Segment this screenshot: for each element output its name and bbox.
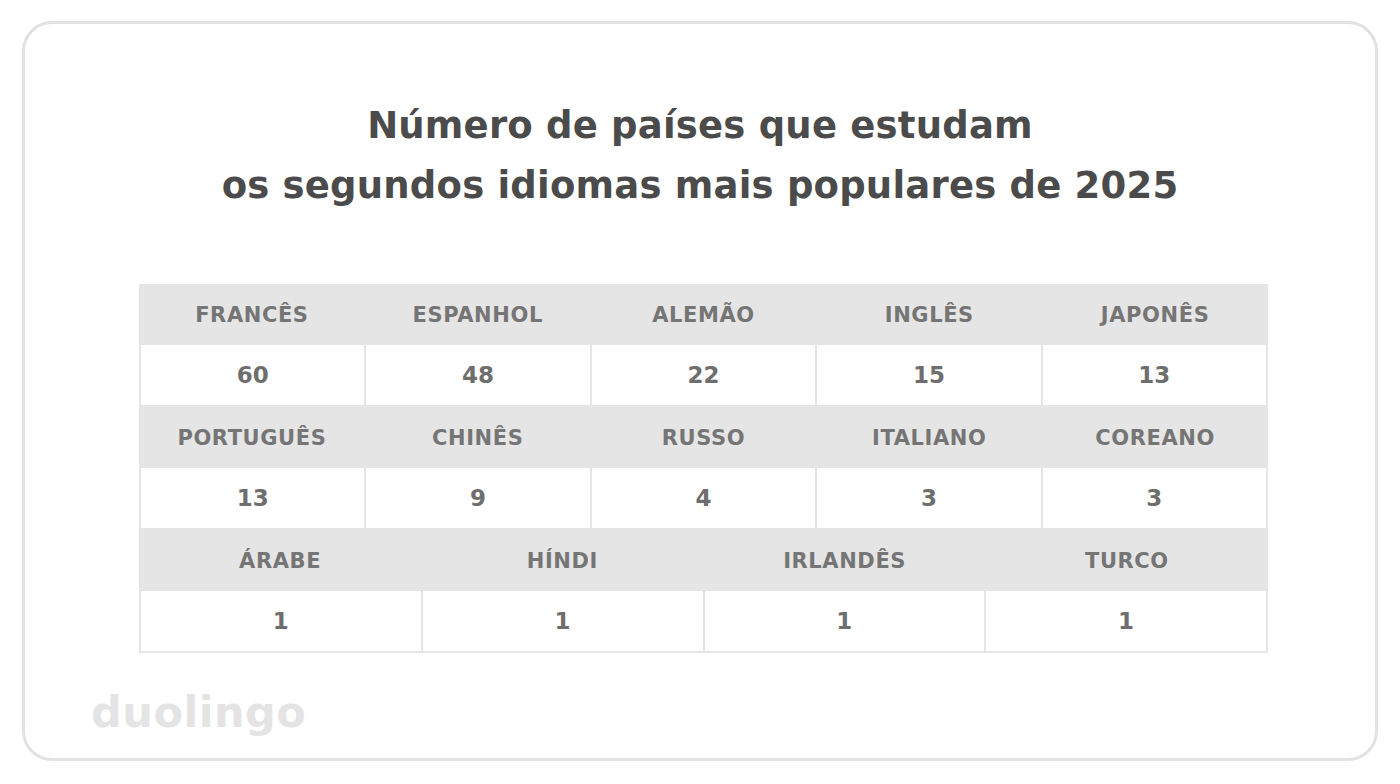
chart-title: Número de países que estudam os segundos… (25, 96, 1375, 216)
header-cell-japones: JAPONÊS (1042, 303, 1268, 327)
header-cell-espanhol: ESPANHOL (365, 303, 591, 327)
header-cell-turco: TURCO (986, 549, 1268, 573)
header-cell-alemao: ALEMÃO (591, 303, 817, 327)
duolingo-wordmark: duolingo (91, 687, 306, 737)
table-value-row: 60 48 22 15 13 (139, 345, 1268, 407)
value-cell-chines: 9 (366, 468, 591, 528)
header-cell-italiano: ITALIANO (816, 426, 1042, 450)
header-cell-hindi: HÍNDI (421, 549, 703, 573)
value-cell-arabe: 1 (141, 591, 423, 651)
table-header-row: PORTUGUÊS CHINÊS RUSSO ITALIANO COREANO (139, 407, 1268, 468)
value-cell-japones: 13 (1043, 345, 1266, 405)
header-cell-portugues: PORTUGUÊS (139, 426, 365, 450)
value-cell-italiano: 3 (817, 468, 1042, 528)
infographic-card: Número de países que estudam os segundos… (22, 21, 1378, 761)
header-cell-russo: RUSSO (591, 426, 817, 450)
table-value-row: 13 9 4 3 3 (139, 468, 1268, 530)
header-cell-coreano: COREANO (1042, 426, 1268, 450)
value-cell-hindi: 1 (423, 591, 705, 651)
table-value-row: 1 1 1 1 (139, 591, 1268, 653)
value-cell-ingles: 15 (817, 345, 1042, 405)
header-cell-irlandes: IRLANDÊS (704, 549, 986, 573)
chart-title-line1: Número de países que estudam (25, 96, 1375, 156)
language-table: FRANCÊS ESPANHOL ALEMÃO INGLÊS JAPONÊS 6… (139, 284, 1268, 653)
header-cell-arabe: ÁRABE (139, 549, 421, 573)
value-cell-portugues: 13 (141, 468, 366, 528)
chart-title-line2: os segundos idiomas mais populares de 20… (25, 156, 1375, 216)
header-cell-ingles: INGLÊS (816, 303, 1042, 327)
value-cell-russo: 4 (592, 468, 817, 528)
value-cell-irlandes: 1 (705, 591, 987, 651)
table-header-row: ÁRABE HÍNDI IRLANDÊS TURCO (139, 530, 1268, 591)
header-cell-frances: FRANCÊS (139, 303, 365, 327)
value-cell-espanhol: 48 (366, 345, 591, 405)
value-cell-turco: 1 (986, 591, 1266, 651)
table-header-row: FRANCÊS ESPANHOL ALEMÃO INGLÊS JAPONÊS (139, 284, 1268, 345)
value-cell-coreano: 3 (1043, 468, 1266, 528)
header-cell-chines: CHINÊS (365, 426, 591, 450)
value-cell-alemao: 22 (592, 345, 817, 405)
value-cell-frances: 60 (141, 345, 366, 405)
